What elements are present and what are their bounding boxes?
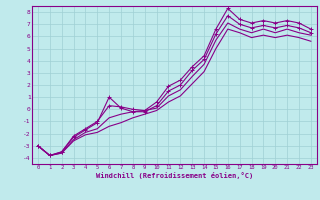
X-axis label: Windchill (Refroidissement éolien,°C): Windchill (Refroidissement éolien,°C) [96,172,253,179]
